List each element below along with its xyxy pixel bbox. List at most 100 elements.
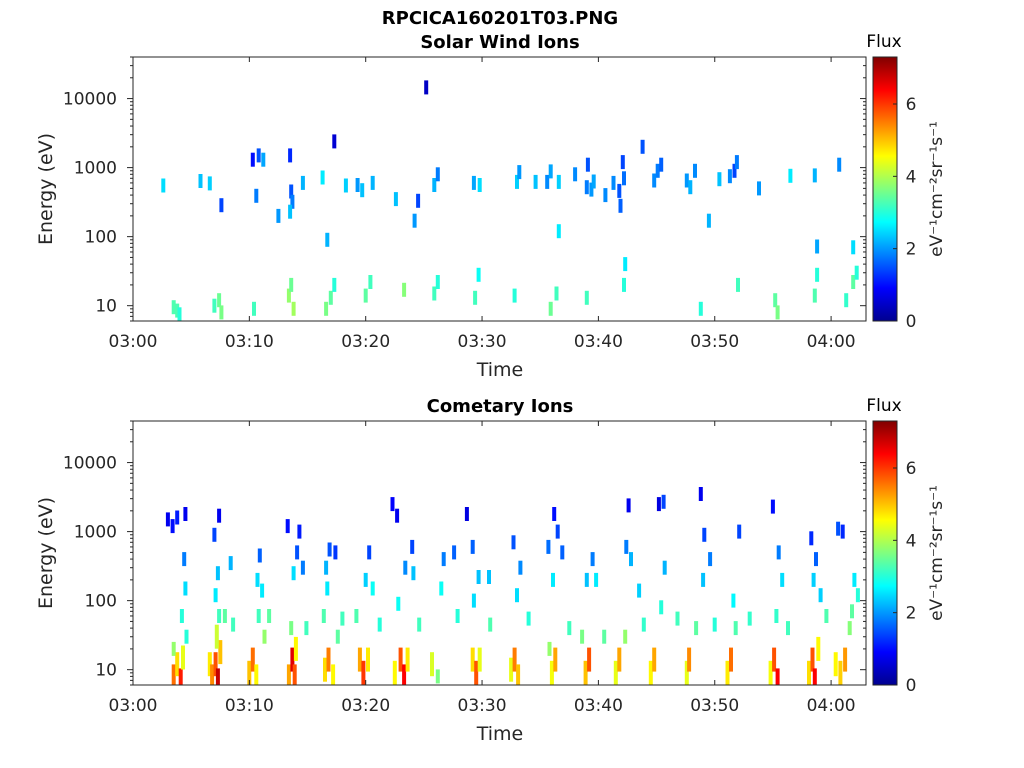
colorbar-ticks: 0 2 4 6 (893, 95, 916, 332)
flux-cell (214, 624, 219, 649)
flux-cell (814, 552, 818, 567)
flux-cell (552, 507, 557, 521)
flux-cell (262, 629, 267, 644)
flux-cell (580, 629, 585, 644)
flux-cell (554, 286, 559, 301)
flux-cell (602, 629, 607, 644)
y-ticks: 10 100 1000 10000 (63, 420, 866, 686)
flux-cell (435, 275, 440, 289)
flux-cell (545, 174, 550, 189)
flux-cell (546, 539, 551, 554)
plot-area (133, 57, 866, 321)
colorbar (872, 56, 898, 322)
flux-cell (256, 609, 261, 623)
flux-cell (430, 652, 434, 677)
x-tick-label: 03:30 (458, 332, 507, 352)
flux-cell (300, 560, 305, 575)
flux-cell (410, 539, 415, 554)
flux-cell (357, 647, 362, 672)
flux-cell (471, 593, 476, 608)
y-tick-label: 100 (85, 228, 117, 248)
flux-cell (553, 647, 558, 672)
flux-cell (403, 560, 408, 575)
flux-cell (736, 277, 740, 292)
flux-cell (210, 664, 215, 685)
flux-cell (183, 581, 188, 596)
flux-cell (517, 165, 522, 180)
x-tick-label: 03:40 (574, 696, 623, 716)
flux-cell (355, 178, 360, 192)
flux-cell (398, 647, 403, 672)
flux-cell (811, 572, 816, 587)
flux-cell (464, 507, 469, 521)
flux-cell (183, 507, 188, 521)
flux-cell (254, 664, 259, 685)
x-tick-label: 04:00 (807, 332, 856, 352)
flux-cell (733, 621, 738, 636)
flux-cell (289, 621, 294, 636)
flux-cell (836, 521, 841, 536)
flux-cell (511, 535, 516, 550)
x-tick-label: 03:20 (341, 332, 390, 352)
flux-cell (851, 240, 856, 255)
flux-cell (289, 277, 294, 292)
flux-cell (476, 267, 481, 282)
flux-cell (219, 305, 224, 320)
flux-cell (850, 604, 854, 619)
colorbar-tick-label: 4 (906, 167, 917, 187)
flux-cell (292, 664, 297, 685)
flux-cell (641, 617, 646, 632)
flux-cell (712, 617, 717, 632)
flux-cell (662, 560, 667, 575)
flux-cell (320, 170, 325, 185)
colorbar-tick-label: 6 (906, 459, 917, 479)
flux-cell (548, 301, 553, 316)
colorbar-label: eV⁻¹cm⁻²sr⁻¹s⁻¹ (927, 121, 947, 257)
flux-cell (327, 542, 332, 557)
plot-area (133, 421, 866, 685)
flux-cell (717, 172, 722, 187)
flux-cell (217, 609, 222, 623)
flux-cell (757, 181, 761, 196)
flux-cell (526, 611, 531, 626)
flux-cell (217, 508, 222, 523)
flux-cell (289, 184, 294, 199)
flux-cell (698, 301, 703, 316)
flux-cell (652, 647, 657, 672)
flux-cell (476, 570, 481, 584)
flux-cell (512, 647, 517, 672)
colorbar-tick-label: 6 (906, 95, 917, 115)
flux-cell (333, 545, 338, 560)
x-tick-label: 03:50 (690, 696, 739, 716)
flux-cell (847, 621, 852, 636)
flux-cell (452, 545, 457, 560)
flux-cell (809, 531, 814, 546)
flux-cell (260, 583, 265, 598)
flux-cell (812, 668, 817, 685)
flux-cell (708, 552, 713, 567)
flux-cell (471, 175, 476, 190)
flux-cell (688, 180, 693, 195)
flux-cell (182, 552, 187, 567)
flux-cell (551, 572, 555, 587)
flux-cell (228, 556, 233, 571)
flux-cell (775, 305, 780, 320)
flux-cell (780, 572, 785, 587)
flux-cell (392, 660, 397, 685)
flux-cell (620, 155, 625, 170)
flux-cell (250, 647, 255, 672)
colorbar-tick-label: 4 (906, 531, 917, 551)
colorbar-tick-label: 0 (906, 676, 917, 696)
colorbar-tick-label: 2 (906, 240, 917, 260)
flux-cell (843, 647, 848, 672)
flux-cell (395, 508, 400, 523)
flux-cell (573, 167, 578, 182)
flux-cell (218, 640, 223, 665)
cometary-title: Cometary Ions (427, 396, 574, 417)
flux-cell (731, 593, 736, 608)
x-tick-label: 03:00 (109, 332, 158, 352)
flux-cell (340, 611, 345, 626)
flux-cell (231, 617, 236, 632)
flux-cell (611, 175, 616, 190)
flux-cell (515, 588, 519, 603)
